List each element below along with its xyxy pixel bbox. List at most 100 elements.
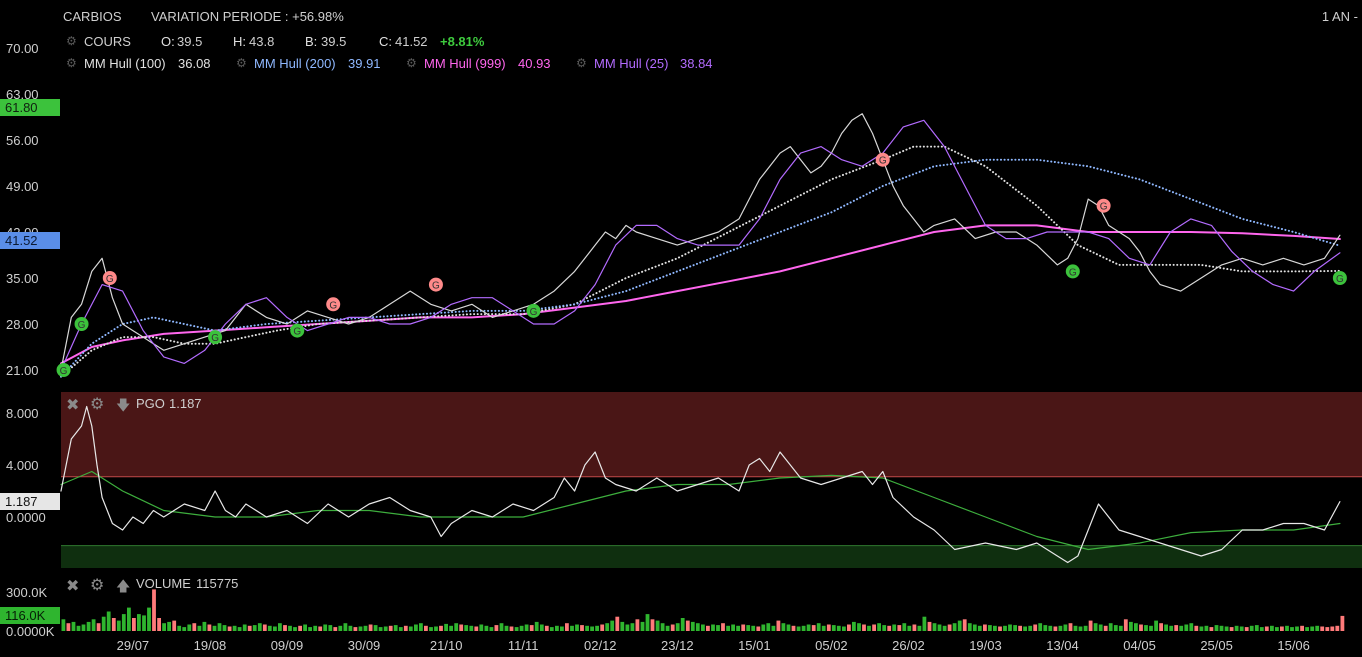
- open-label: O:: [161, 34, 175, 49]
- close-icon[interactable]: ✖: [66, 578, 80, 595]
- volume-bar: [1280, 626, 1284, 631]
- volume-bar: [368, 624, 373, 631]
- volume-bar: [308, 627, 312, 631]
- gear-icon[interactable]: ⚙: [66, 56, 77, 70]
- volume-bar: [142, 615, 146, 631]
- volume-bar: [121, 614, 126, 631]
- volume-bar: [902, 623, 907, 631]
- volume-bar: [116, 620, 121, 631]
- volume-bar: [620, 621, 625, 631]
- signal-letter: G: [1336, 274, 1344, 285]
- volume-bar: [1179, 625, 1184, 631]
- volume-bar: [575, 624, 579, 631]
- pgo-tag: 1.187: [0, 493, 60, 510]
- buy-signal-marker: [1332, 271, 1347, 285]
- sell-signal-marker: [1096, 198, 1111, 213]
- volume-bar: [1154, 620, 1158, 631]
- price-tick-label: 35.00: [6, 271, 39, 286]
- volume-bar: [1224, 626, 1229, 631]
- volume-bar: [61, 619, 66, 631]
- volume-bar: [1088, 620, 1093, 631]
- volume-bar: [998, 626, 1002, 631]
- volume-bar: [419, 623, 423, 631]
- x-tick-label: 26/02: [892, 638, 925, 653]
- volume-bar: [680, 618, 685, 631]
- volume-bar: [816, 623, 821, 631]
- close-icon[interactable]: ✖: [66, 397, 80, 414]
- gear-icon[interactable]: ⚙: [66, 34, 77, 48]
- gear-icon[interactable]: ⚙: [406, 56, 417, 70]
- volume-bar: [504, 625, 509, 631]
- volume-bar: [640, 621, 645, 631]
- volume-bar: [1083, 625, 1088, 631]
- volume-bar: [1108, 623, 1113, 631]
- volume-bar: [217, 623, 222, 631]
- volume-bar: [162, 623, 166, 631]
- arrow-down-icon[interactable]: 🡇: [116, 397, 131, 413]
- volume-bar: [1073, 625, 1078, 631]
- gear-icon[interactable]: ⚙: [576, 56, 587, 70]
- gear-icon[interactable]: ⚙: [90, 396, 105, 413]
- volume-bar: [917, 625, 922, 631]
- volume-bar: [464, 625, 469, 631]
- signal-letter: G: [432, 281, 440, 292]
- overbought-zone: [61, 392, 1362, 477]
- x-tick-label: 29/07: [117, 638, 150, 653]
- low-value: 39.5: [321, 34, 347, 49]
- volume-bar: [167, 621, 171, 631]
- volume-bar: [534, 621, 539, 631]
- arrow-up-icon[interactable]: 🡅: [116, 578, 131, 594]
- volume-bar: [524, 624, 529, 631]
- volume-bar: [137, 614, 141, 631]
- volume-bar: [242, 624, 247, 631]
- close-label: C:: [379, 34, 392, 49]
- gear-icon[interactable]: ⚙: [90, 577, 105, 594]
- volume-bar: [766, 623, 771, 631]
- volume-bar: [877, 623, 881, 631]
- volume-bar: [172, 620, 177, 631]
- volume-bar: [1018, 625, 1022, 631]
- volume-tick-label: 0.0000K: [6, 624, 55, 639]
- volume-bar: [1048, 625, 1053, 631]
- volume-bar: [741, 624, 746, 631]
- volume-bar: [1174, 625, 1179, 631]
- volume-bar: [338, 625, 343, 631]
- volume-bar: [1229, 627, 1234, 631]
- volume-bar: [343, 623, 348, 631]
- volume-bar: [1144, 625, 1148, 631]
- gear-icon[interactable]: ⚙: [236, 56, 247, 70]
- buy-signal-marker: [526, 303, 541, 318]
- volume-bar: [1335, 625, 1340, 631]
- volume-bar: [1008, 624, 1012, 631]
- period-selector[interactable]: 1 AN -: [1321, 9, 1358, 24]
- volume-bar: [328, 625, 333, 631]
- hull999-label: MM Hull (999): [424, 56, 506, 71]
- volume-bar: [1249, 625, 1254, 631]
- volume-bar: [1093, 623, 1098, 631]
- pgo-line: [60, 405, 1341, 564]
- volume-bar: [580, 625, 584, 631]
- price-tick-label: 56.00: [6, 133, 39, 148]
- volume-bar: [796, 626, 801, 631]
- volume-bar: [1038, 623, 1043, 631]
- x-tick-label: 23/12: [661, 638, 694, 653]
- volume-bar: [1068, 623, 1073, 631]
- volume-value: 115775: [196, 576, 239, 591]
- volume-bar: [776, 620, 781, 631]
- volume-bar: [202, 621, 207, 631]
- volume-bar: [852, 621, 856, 631]
- price-tick-label: 21.00: [6, 363, 39, 378]
- volume-bar: [595, 625, 599, 631]
- volume-bar: [1118, 625, 1123, 631]
- volume-bar: [977, 625, 982, 631]
- volume-bar: [91, 619, 96, 631]
- volume-bar: [1290, 627, 1294, 631]
- volume-bar: [1028, 625, 1033, 631]
- pgo-signal-line: [60, 470, 1341, 551]
- volume-bar: [434, 626, 438, 631]
- hull200-line: [60, 158, 1341, 378]
- volume-bar: [252, 625, 257, 631]
- volume-bar: [81, 624, 86, 631]
- x-tick-label: 19/03: [969, 638, 1002, 653]
